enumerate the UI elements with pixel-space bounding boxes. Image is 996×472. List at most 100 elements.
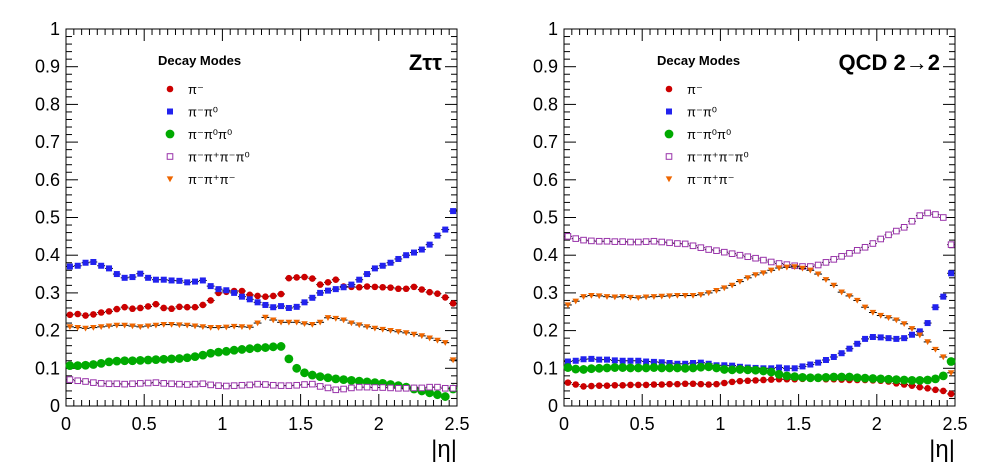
data-point — [324, 315, 332, 321]
data-point — [869, 240, 877, 247]
data-point — [426, 383, 433, 391]
data-point — [418, 384, 426, 392]
data-point — [332, 286, 339, 293]
data-point — [199, 380, 207, 388]
data-point — [774, 369, 784, 379]
data-point — [932, 211, 939, 218]
data-point — [324, 279, 332, 286]
data-point — [97, 309, 105, 316]
data-point — [627, 381, 634, 389]
data-point — [113, 322, 121, 329]
data-point — [284, 354, 294, 364]
data-point — [238, 324, 246, 331]
data-point — [176, 322, 183, 329]
data-point — [395, 255, 402, 262]
data-point — [939, 387, 947, 395]
data-point — [418, 246, 425, 253]
left-panel-ztautau: 0 0.1 0.2 0.3 0.4 0.5 0.6 0.7 0.8 0.9 1 0 0.5 1 1.5 2 2.… — [35, 19, 470, 463]
data-point — [744, 377, 752, 385]
data-point — [363, 283, 371, 290]
data-point — [207, 381, 214, 389]
data-point — [442, 226, 449, 233]
data-point — [947, 370, 955, 377]
data-point — [90, 379, 97, 386]
data-point — [829, 372, 839, 382]
legend-label: π⁻π⁰ — [188, 105, 218, 120]
data-point — [309, 294, 316, 301]
data-point — [845, 372, 854, 382]
data-point — [176, 303, 183, 311]
data-point — [206, 348, 216, 358]
data-point — [316, 281, 324, 288]
data-point — [900, 224, 908, 231]
data-point — [74, 324, 82, 331]
series-3 — [564, 209, 955, 270]
data-point — [948, 270, 955, 277]
data-point — [649, 363, 659, 372]
data-point — [697, 359, 704, 366]
series-0 — [66, 273, 457, 319]
data-point — [65, 361, 75, 371]
legend-marker — [665, 176, 673, 183]
data-point — [697, 292, 705, 298]
data-point — [261, 343, 270, 352]
data-point — [752, 272, 759, 279]
data-point — [604, 356, 611, 363]
data-point — [152, 379, 160, 386]
data-point — [246, 296, 253, 303]
data-point — [262, 314, 269, 321]
data-point — [705, 290, 712, 297]
data-point — [666, 239, 673, 247]
data-point — [410, 331, 418, 338]
data-point — [292, 363, 302, 373]
data-point — [735, 365, 745, 374]
data-point — [207, 324, 214, 331]
data-point — [940, 293, 947, 300]
data-point — [74, 262, 81, 269]
data-point — [418, 333, 426, 340]
legend-label: π⁻π⁺π⁻ — [188, 172, 236, 187]
data-point — [766, 367, 776, 377]
data-point — [627, 238, 634, 246]
data-point — [736, 278, 744, 285]
data-point — [860, 373, 870, 383]
data-point — [877, 235, 885, 243]
data-point — [657, 363, 667, 373]
data-point — [611, 238, 619, 245]
data-point — [98, 262, 105, 269]
data-point — [674, 240, 681, 247]
data-point — [348, 384, 355, 392]
data-point — [144, 323, 152, 330]
data-point — [822, 357, 829, 364]
legend-marker — [165, 129, 175, 139]
data-point — [331, 374, 341, 384]
data-point — [775, 265, 783, 272]
data-point — [113, 271, 120, 278]
data-point — [627, 357, 634, 364]
data-point — [285, 304, 292, 311]
data-point — [113, 380, 121, 388]
data-point — [332, 386, 340, 394]
data-point — [262, 381, 269, 388]
data-point — [221, 346, 231, 356]
data-point — [884, 374, 893, 384]
y-tick-label: 0.8 — [533, 94, 558, 114]
y-tick-label: 0.5 — [533, 208, 558, 228]
data-point — [113, 305, 121, 313]
data-point — [891, 375, 901, 385]
data-point — [145, 274, 152, 281]
data-point — [728, 282, 736, 289]
legend-marker — [166, 176, 174, 183]
y-tick-label: 0.3 — [35, 283, 60, 303]
data-point — [674, 380, 681, 388]
data-point — [728, 250, 736, 257]
data-point — [199, 277, 206, 284]
data-point — [572, 298, 580, 305]
data-point — [120, 356, 130, 366]
data-point — [450, 208, 457, 215]
y-tick-label: 0.3 — [533, 283, 558, 303]
data-point — [932, 386, 939, 394]
data-point — [174, 354, 184, 363]
data-point — [767, 267, 775, 274]
x-tick-label: 1.5 — [288, 414, 313, 434]
